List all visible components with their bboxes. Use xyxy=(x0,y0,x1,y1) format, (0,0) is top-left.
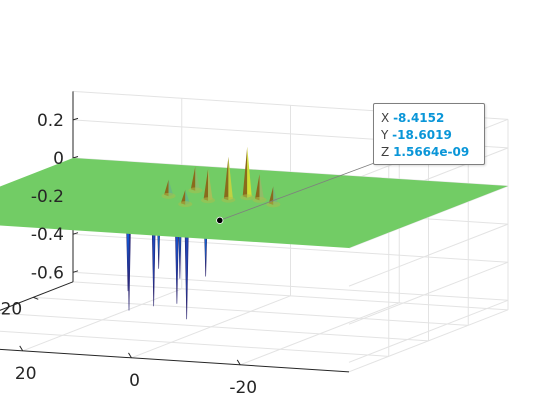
datatip-y-key: Y xyxy=(381,128,389,142)
spike-base-ripple xyxy=(252,196,267,203)
z-tick-label: 0.2 xyxy=(37,111,64,131)
datatip-box[interactable]: X -8.4152 Y -18.6019 Z 1.5664e-09 xyxy=(373,103,485,165)
x-tick-mark xyxy=(19,345,24,352)
spike-base-ripple xyxy=(161,192,176,199)
datatip-leader xyxy=(219,161,378,221)
spike-base-ripple xyxy=(188,187,203,194)
spike-base-ripple xyxy=(221,196,236,203)
datatip-y-row: Y -18.6019 xyxy=(381,128,452,142)
x-axis-line xyxy=(0,348,350,373)
spike-base-ripple xyxy=(201,197,216,204)
positive-spike xyxy=(228,156,233,201)
box-back-edge xyxy=(348,309,509,373)
datatip-x-key: X xyxy=(381,111,390,125)
box-back-edge xyxy=(72,281,509,311)
datatip-point[interactable] xyxy=(216,216,224,224)
z-tick-label: -0.6 xyxy=(31,263,64,283)
x-tick-label: -20 xyxy=(229,378,257,398)
positive-spikes xyxy=(161,146,281,208)
x-tick-label: 0 xyxy=(129,371,140,391)
datatip-x-row: X -8.4152 xyxy=(381,111,444,125)
y-axis-line xyxy=(0,281,74,311)
positive-spike xyxy=(255,174,260,201)
positive-spike xyxy=(259,174,264,201)
positive-spike xyxy=(268,186,274,205)
datatip-marker[interactable] xyxy=(216,161,378,224)
positive-spike xyxy=(203,168,209,201)
positive-spike xyxy=(190,166,196,191)
datatip-z-value: 1.5664e-09 xyxy=(393,145,470,159)
spike-base-ripple xyxy=(178,201,193,208)
positive-spike xyxy=(164,179,169,197)
x-tick-mark xyxy=(236,359,241,366)
z-tick-mark xyxy=(72,117,79,121)
spike-base-ripple xyxy=(266,201,281,208)
datatip-z-row: Z 1.5664e-09 xyxy=(381,145,469,159)
y-tick-label: 20 xyxy=(1,299,23,319)
datatip-x-value: -8.4152 xyxy=(393,111,445,125)
grid-line xyxy=(33,296,469,326)
spike-base-ripple xyxy=(240,194,255,201)
datatip-y-value: -18.6019 xyxy=(392,128,452,142)
datatip-z-key: Z xyxy=(381,145,390,159)
surface-plane xyxy=(0,158,508,248)
z-tick-label: 0 xyxy=(53,149,64,169)
z-tick-label: -0.2 xyxy=(31,187,64,207)
positive-spike xyxy=(180,189,186,205)
positive-spike xyxy=(223,156,229,201)
positive-spike xyxy=(195,166,200,191)
positive-spike xyxy=(242,146,248,198)
x-tick-mark xyxy=(128,352,132,359)
positive-spike xyxy=(168,179,174,197)
grid-line xyxy=(0,312,429,342)
grid-line xyxy=(0,330,389,357)
z-tick-label: -0.4 xyxy=(31,225,64,245)
y-tick-mark xyxy=(33,296,39,300)
positive-spike xyxy=(185,189,190,205)
positive-spike xyxy=(247,146,252,198)
z-tick-mark xyxy=(72,156,79,159)
z-tick-mark xyxy=(72,270,79,273)
x-tick-label: 20 xyxy=(15,364,37,384)
z-tick-mark xyxy=(72,232,79,235)
positive-spike xyxy=(208,168,213,201)
